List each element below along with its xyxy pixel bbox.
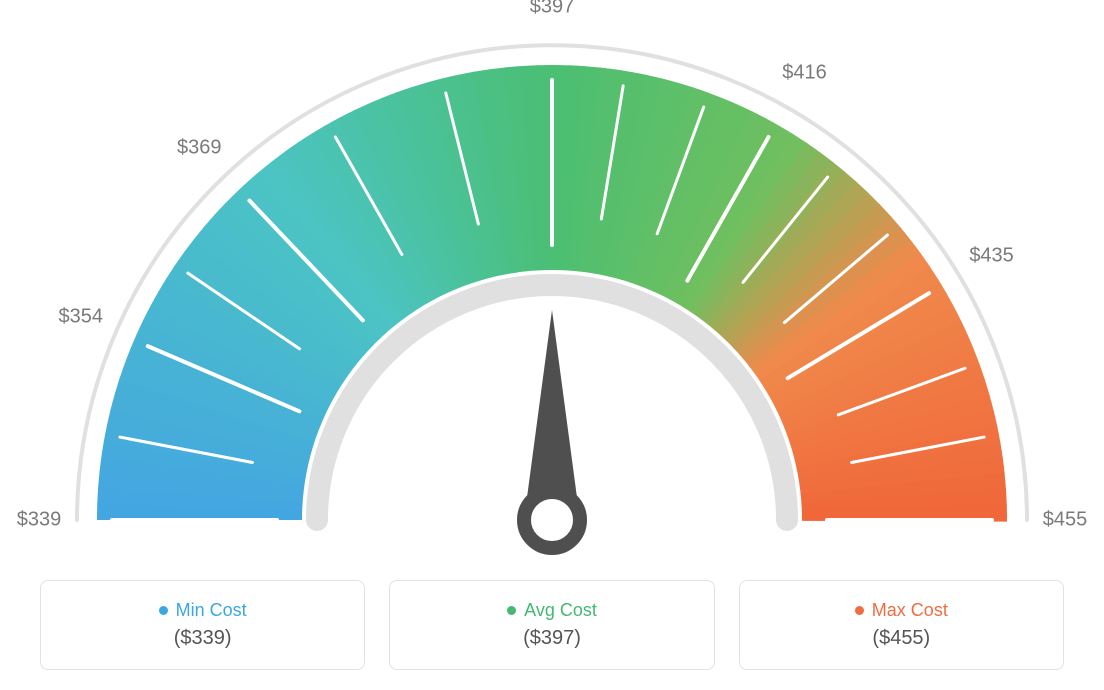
legend-avg-cost: Avg Cost ($397) — [389, 580, 714, 670]
cost-gauge-infographic: $339 $354 $369 $397 $416 $435 $455 Min Cost ($… — [0, 0, 1104, 690]
gauge-tick-label: $416 — [782, 62, 827, 85]
gauge-tick-label: $397 — [530, 0, 575, 19]
gauge-tick-label: $455 — [1043, 509, 1088, 532]
legend-min-title: Min Cost — [159, 600, 247, 621]
legend-max-label: Max Cost — [872, 600, 948, 621]
legend-min-cost: Min Cost ($339) — [40, 580, 365, 670]
legend-avg-dot — [507, 606, 516, 615]
legend-max-value: ($455) — [872, 627, 930, 650]
gauge-tick-label: $339 — [17, 509, 62, 532]
gauge-svg — [0, 0, 1104, 560]
gauge-tick-label: $435 — [969, 244, 1014, 267]
gauge-tick-label: $369 — [177, 136, 222, 159]
legend-max-title: Max Cost — [855, 600, 948, 621]
legend-avg-title: Avg Cost — [507, 600, 597, 621]
legend-max-cost: Max Cost ($455) — [739, 580, 1064, 670]
legend-max-dot — [855, 606, 864, 615]
legend-min-label: Min Cost — [176, 600, 247, 621]
legend-avg-label: Avg Cost — [524, 600, 597, 621]
gauge-tick-label: $354 — [59, 306, 104, 329]
legend-avg-value: ($397) — [523, 627, 581, 650]
legend-row: Min Cost ($339) Avg Cost ($397) Max Cost… — [0, 580, 1104, 670]
legend-min-value: ($339) — [174, 627, 232, 650]
legend-min-dot — [159, 606, 168, 615]
gauge-chart: $339 $354 $369 $397 $416 $435 $455 — [0, 0, 1104, 560]
